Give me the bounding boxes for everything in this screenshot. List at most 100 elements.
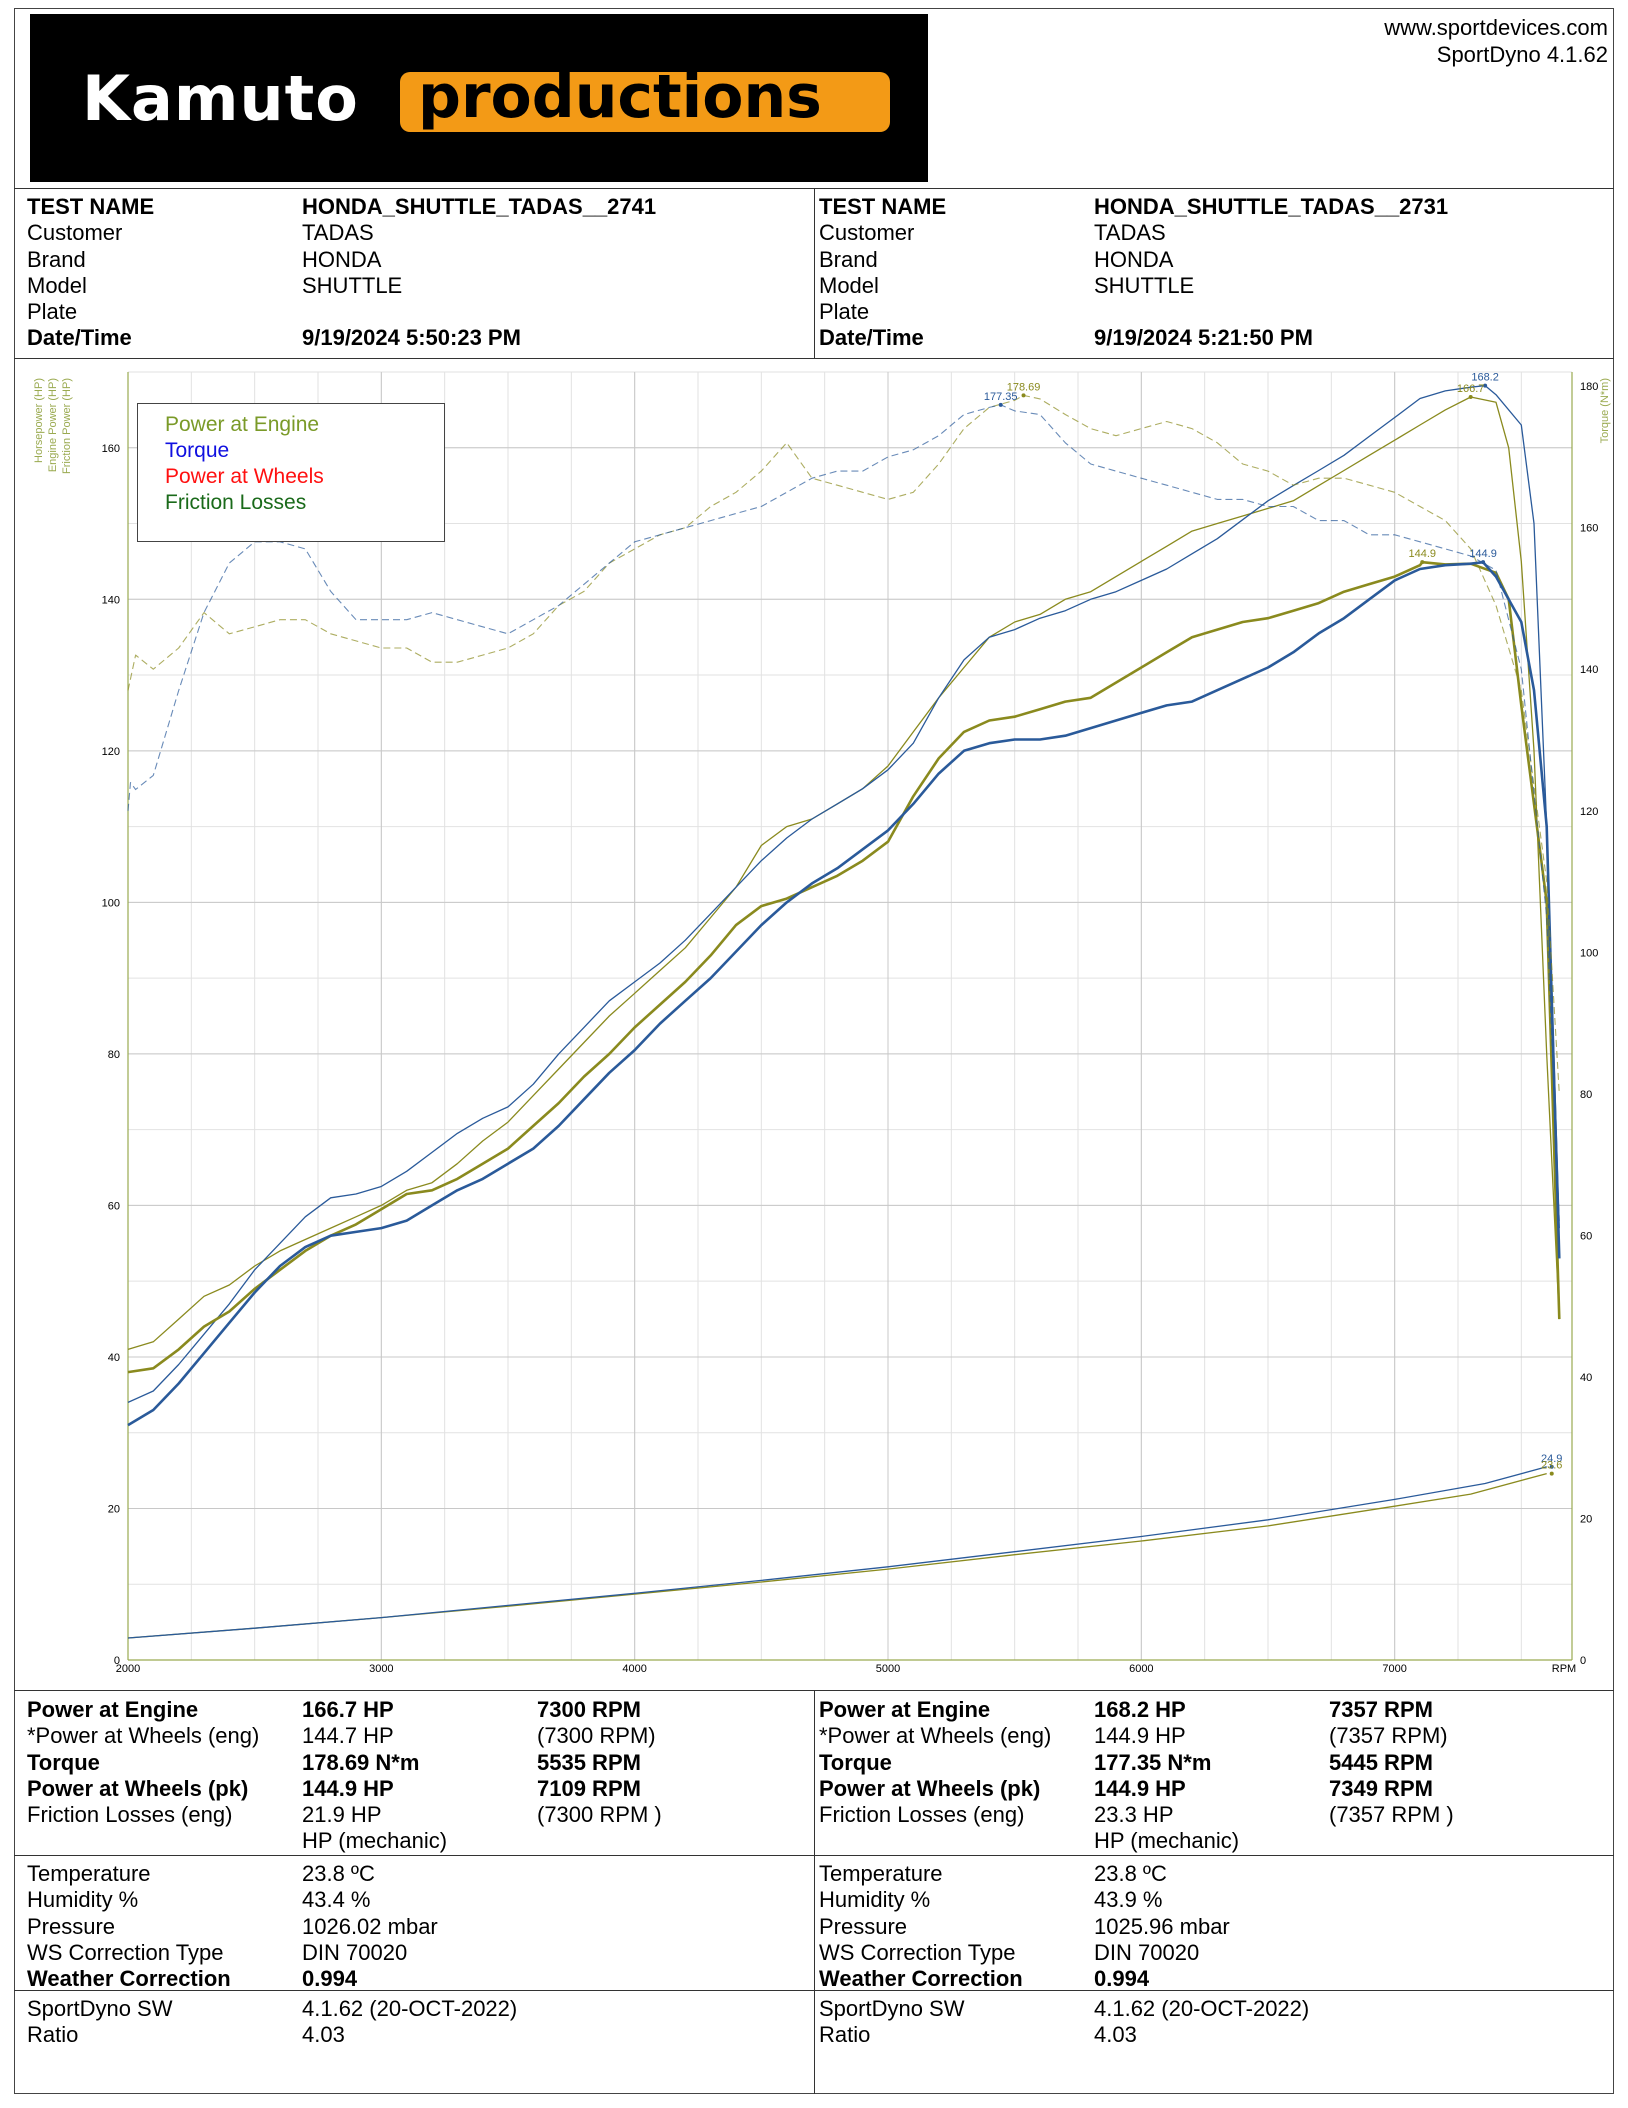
series-torque-run1 [127, 394, 1560, 1094]
peak-label: 23.6 [1541, 1460, 1562, 1472]
pressure-label: Pressure [27, 1913, 116, 1939]
y-left-tick-label: 40 [108, 1352, 120, 1364]
peak-label: 177.35 [984, 391, 1018, 403]
peak-label: 178.69 [1007, 381, 1041, 393]
peak-label: 166.7 [1457, 383, 1485, 395]
y-left-axis-label: Horsepower (HP) [33, 378, 45, 463]
pressure-value: 1025.96 mbar [1094, 1913, 1230, 1939]
datetime-label: Date/Time [819, 325, 924, 351]
x-tick-label: 4000 [622, 1663, 646, 1675]
weather-correction-label: Weather Correction [27, 1966, 231, 1992]
series-friction-losses-run1 [127, 1472, 1547, 1639]
y-left-tick-label: 160 [102, 443, 120, 455]
power-wheels-eng-label: *Power at Wheels (eng) [819, 1723, 1052, 1749]
series-power-at-wheels-run1 [127, 560, 1561, 1374]
test-name-label: TEST NAME [27, 194, 155, 219]
x-tick-label: 5000 [876, 1663, 900, 1675]
temperature-value: 23.8 ºC [302, 1861, 375, 1886]
test-info-run1: TEST NAME HONDA_SHUTTLE_TADAS__2741 Custo… [27, 194, 807, 352]
software-value: 4.1.62 (20-OCT-2022) [1094, 1996, 1310, 2021]
brand-label: Brand [27, 246, 86, 272]
model: SHUTTLE [302, 272, 403, 298]
plate-label: Plate [27, 299, 78, 325]
power-wheels-pk-rpm: 7349 RPM [1329, 1775, 1433, 1801]
ratio-label: Ratio [819, 2022, 871, 2048]
torque-label: Torque [819, 1749, 892, 1775]
chart-legend: Power at Engine Torque Power at Wheels F… [137, 403, 445, 542]
y-right-tick-label: 160 [1580, 523, 1598, 535]
ws-correction-value: DIN 70020 [1094, 1939, 1200, 1965]
peak-marker [998, 402, 1003, 407]
weather-run2: Temperature 23.8 ºC Humidity % 43.9 % Pres… [819, 1861, 1599, 1992]
y-right-tick-label: 180 [1580, 381, 1598, 393]
humidity-value: 43.4 % [302, 1887, 371, 1913]
series-power-at-wheels-run2 [127, 560, 1561, 1427]
friction-rpm: (7357 RPM ) [1329, 1802, 1454, 1828]
power-wheels-pk-value: 144.9 HP [302, 1775, 394, 1801]
friction-unit: HP (mechanic) [302, 1828, 448, 1854]
ratio-value: 4.03 [1094, 2022, 1137, 2048]
x-tick-label: 2000 [116, 1663, 140, 1675]
brand: HONDA [302, 246, 382, 272]
peak-marker [1021, 393, 1026, 398]
power-wheels-pk-label: Power at Wheels (pk) [819, 1775, 1041, 1801]
series-power-at-engine-run2 [127, 384, 1560, 1403]
y-right-axis-label: Torque (N*m) [1599, 378, 1611, 443]
torque-value: 177.35 N*m [1094, 1749, 1212, 1775]
plate-label: Plate [819, 299, 870, 325]
power-engine-value: 168.2 HP [1094, 1697, 1186, 1722]
power-engine-rpm: 7300 RPM [537, 1697, 641, 1722]
y-left-tick-label: 0 [114, 1655, 120, 1667]
y-left-tick-label: 140 [102, 594, 120, 606]
vendor-info: www.sportdevices.com SportDyno 4.1.62 [1384, 14, 1608, 68]
results-run2: Power at Engine 168.2 HP 7357 RPM *Power a… [819, 1697, 1599, 1855]
dyno-chart: 2000 3000 4000 5000 6000 7000 RPM 0 20 40 60 80 100 1… [14, 360, 1614, 1690]
column-divider [814, 188, 815, 358]
x-tick-label: 3000 [369, 1663, 393, 1675]
friction-label: Friction Losses (eng) [27, 1802, 233, 1828]
weather-correction-value: 0.994 [1094, 1966, 1150, 1992]
peak-marker [1483, 383, 1488, 388]
humidity-value: 43.9 % [1094, 1887, 1163, 1913]
software-value: 4.1.62 (20-OCT-2022) [302, 1996, 518, 2021]
y-right-tick-label: 40 [1580, 1372, 1592, 1384]
torque-value: 178.69 N*m [302, 1749, 420, 1775]
power-wheels-eng-value: 144.7 HP [302, 1723, 394, 1749]
y-left-axis-label: Friction Power (HP) [61, 378, 73, 474]
temperature-label: Temperature [27, 1861, 151, 1886]
power-wheels-eng-label: *Power at Wheels (eng) [27, 1723, 260, 1749]
y-right-tick-label: 100 [1580, 947, 1598, 959]
y-right-tick-label: 140 [1580, 664, 1598, 676]
chart-canvas: 2000 3000 4000 5000 6000 7000 RPM 0 20 40 60 80 100 1… [33, 371, 1611, 1675]
y-right-tick-label: 120 [1580, 806, 1598, 818]
power-wheels-pk-label: Power at Wheels (pk) [27, 1775, 249, 1801]
ws-correction-label: WS Correction Type [819, 1939, 1016, 1965]
software-run2: SportDyno SW 4.1.62 (20-OCT-2022) Ratio 4.… [819, 1996, 1599, 2049]
logo-word-kamuto: Kamuto [82, 62, 359, 135]
model: SHUTTLE [1094, 272, 1195, 298]
peak-marker [1420, 560, 1425, 565]
peak-marker [1549, 1464, 1554, 1469]
power-wheels-pk-rpm: 7109 RPM [537, 1775, 641, 1801]
x-tick-label: 7000 [1382, 1663, 1406, 1675]
peak-label: 144.9 [1409, 548, 1437, 560]
torque-rpm: 5535 RPM [537, 1749, 641, 1775]
brand: HONDA [1094, 246, 1174, 272]
y-right-tick-label: 0 [1580, 1655, 1586, 1667]
y-right-tick-label: 60 [1580, 1230, 1592, 1242]
power-wheels-eng-value: 144.9 HP [1094, 1723, 1186, 1749]
pressure-value: 1026.02 mbar [302, 1913, 438, 1939]
test-info-run2: TEST NAME HONDA_SHUTTLE_TADAS__2731 Custo… [819, 194, 1599, 352]
power-engine-rpm: 7357 RPM [1329, 1697, 1433, 1722]
software-label: SportDyno SW [27, 1996, 173, 2021]
x-axis-label: RPM [1552, 1663, 1576, 1675]
y-left-axis-label: Engine Power (HP) [47, 378, 59, 472]
power-engine-label: Power at Engine [27, 1697, 199, 1722]
ws-correction-value: DIN 70020 [302, 1939, 408, 1965]
vendor-website: www.sportdevices.com [1384, 15, 1608, 40]
divider [14, 358, 1614, 359]
software-run1: SportDyno SW 4.1.62 (20-OCT-2022) Ratio 4.… [27, 1996, 807, 2049]
peak-label: 24.9 [1541, 1453, 1562, 1465]
peak-marker [1468, 395, 1473, 400]
ratio-value: 4.03 [302, 2022, 345, 2048]
